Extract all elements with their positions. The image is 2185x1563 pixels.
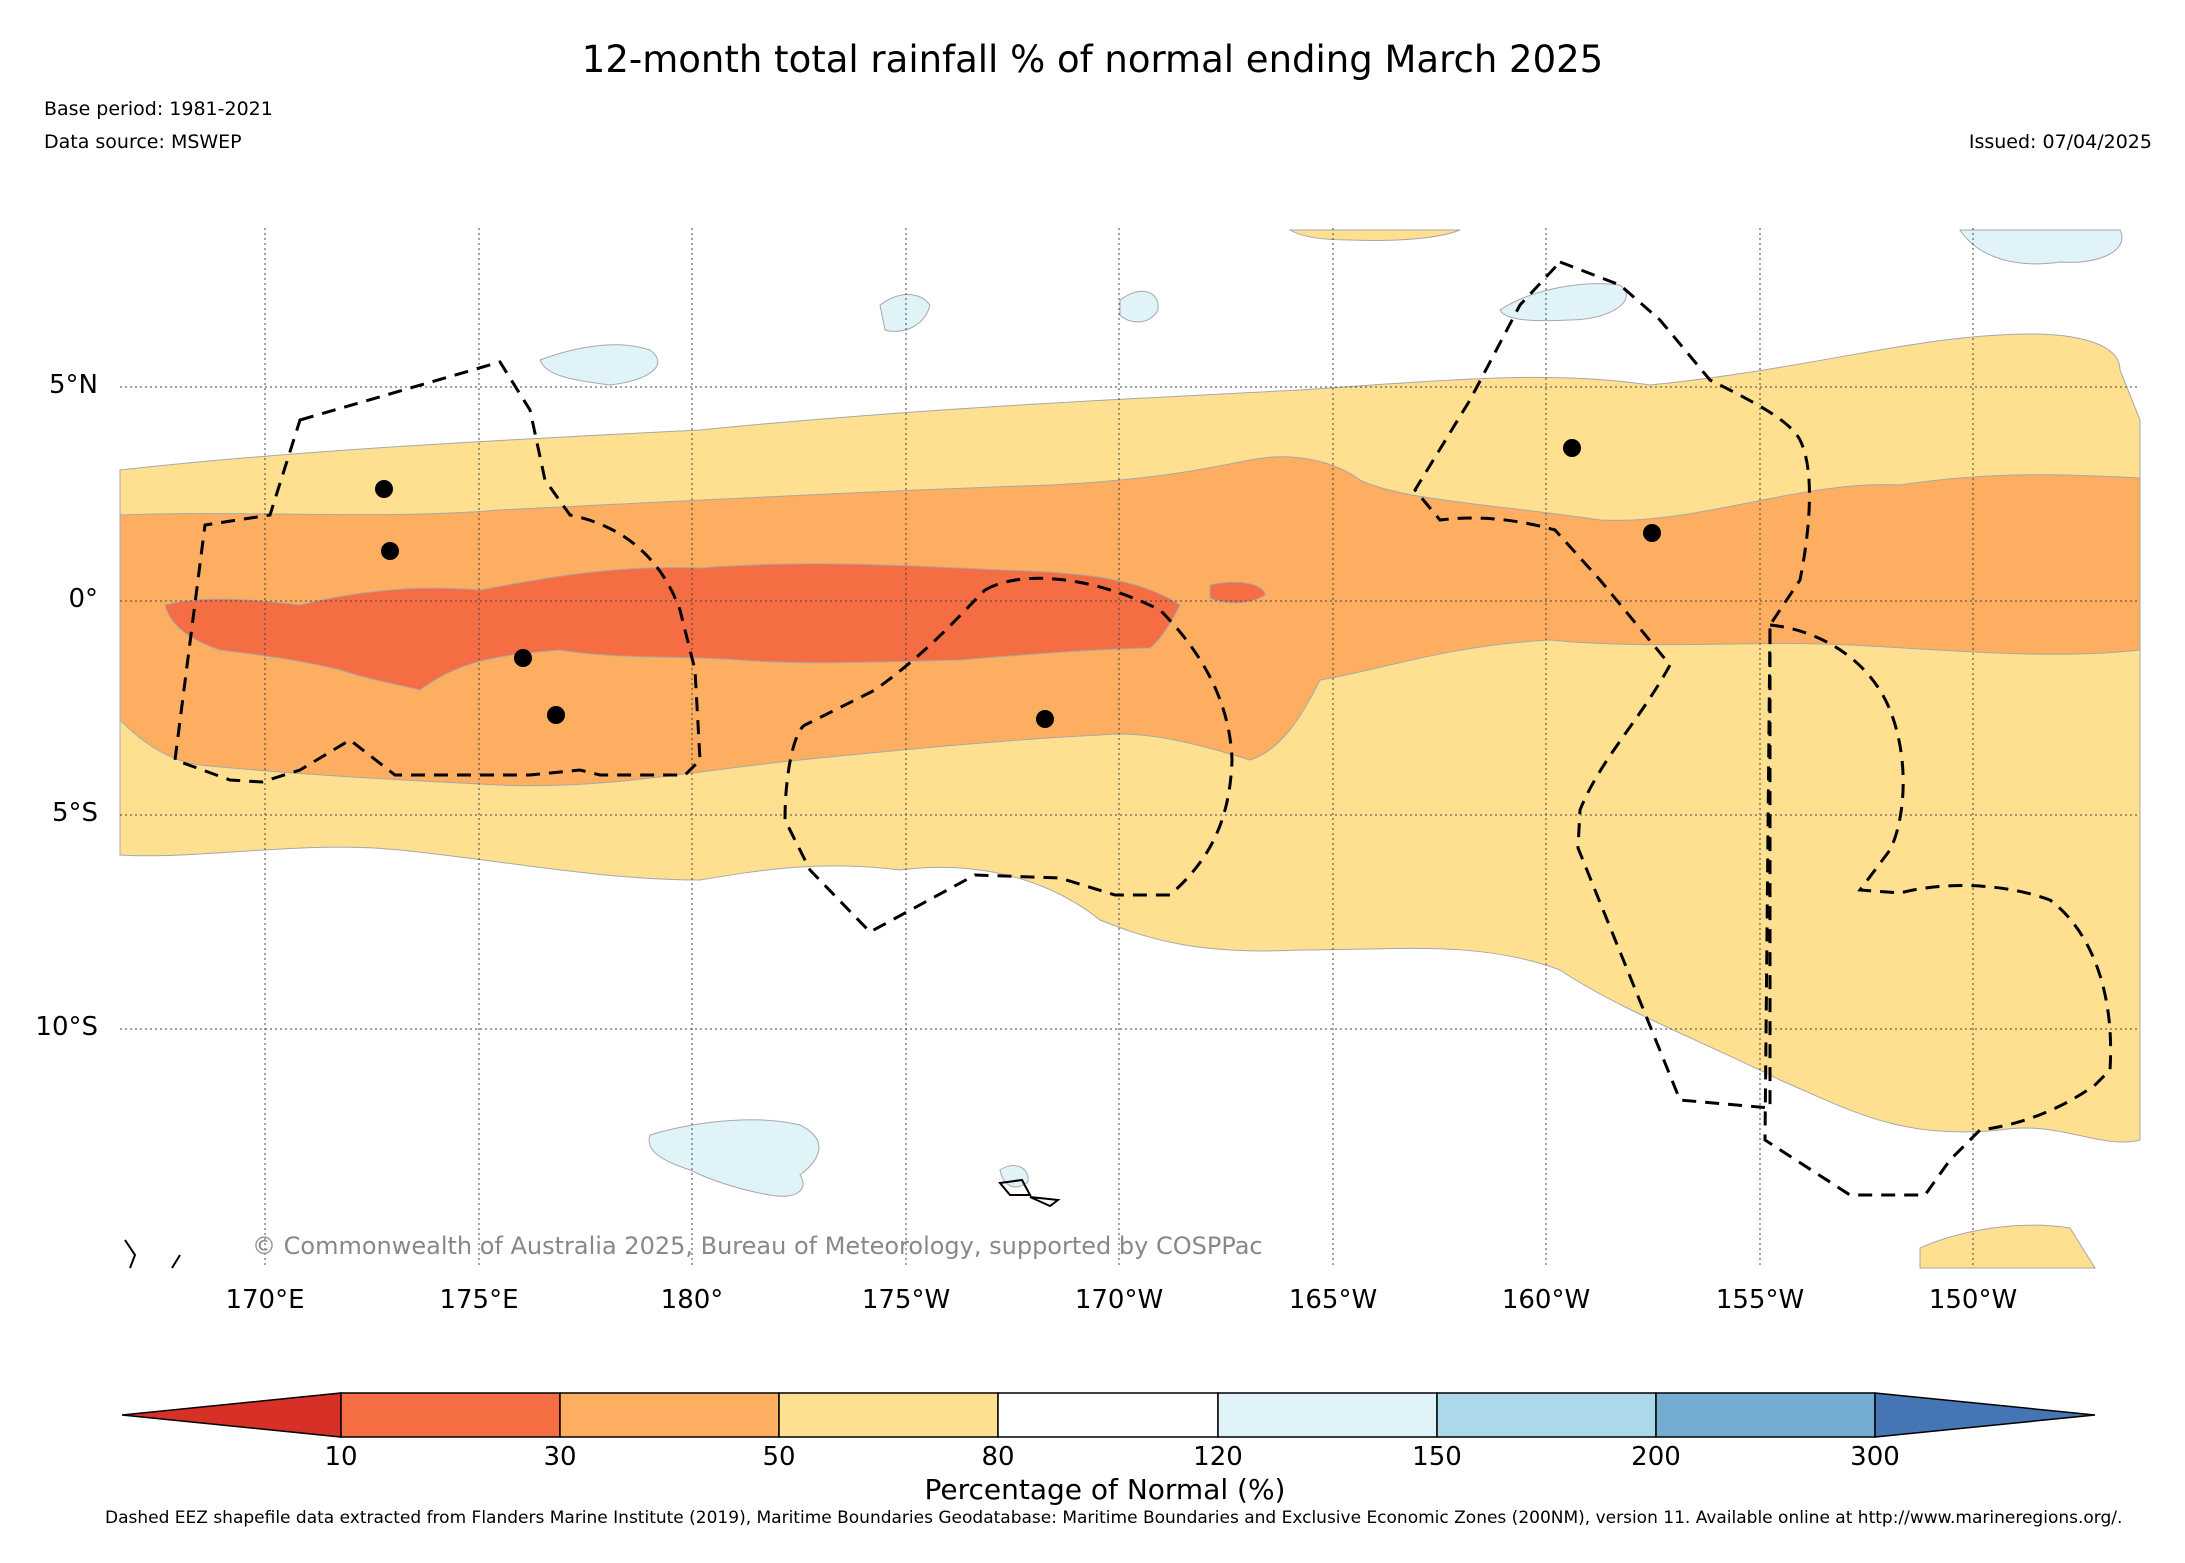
eez-boundary-tokelau xyxy=(783,576,1234,934)
lat-label: 5°S xyxy=(51,798,98,828)
colorbar-segment-120-150 xyxy=(1217,1392,1438,1438)
issued-date: Issued: 07/04/2025 xyxy=(1968,131,2152,153)
map-panel xyxy=(119,228,2141,1269)
data-source-text: Data source: MSWEP xyxy=(44,131,242,153)
lat-label: 5°N xyxy=(49,370,98,400)
rainfall-wet-patch xyxy=(1499,283,1627,322)
rainfall-wet-patch xyxy=(1119,290,1159,323)
colorbar-tick-label: 50 xyxy=(762,1442,796,1472)
lon-label: 155°W xyxy=(1715,1285,1805,1315)
eez-boundary-kiribati-line xyxy=(1413,260,1811,1110)
island-markers xyxy=(375,439,1661,728)
colorbar-tick-label: 120 xyxy=(1193,1442,1243,1472)
colorbar-segment-10-30 xyxy=(340,1392,561,1438)
eez-boundary-kiribati-gilberts xyxy=(173,360,702,784)
eez-boundaries xyxy=(173,260,2113,1197)
map-title: 12-month total rainfall % of normal endi… xyxy=(581,38,1604,81)
colorbar xyxy=(121,1392,2096,1438)
colorbar-segment-200-300 xyxy=(1655,1392,1876,1438)
colorbar-segment-below-10 xyxy=(121,1392,342,1438)
island-marker xyxy=(1036,710,1054,728)
colorbar-segment-80-120 xyxy=(997,1392,1219,1438)
lon-label: 160°W xyxy=(1501,1285,1591,1315)
colorbar-segment-50-80 xyxy=(778,1392,999,1438)
copyright-notice: © Commonwealth of Australia 2025, Bureau… xyxy=(252,1232,1263,1260)
island-marker xyxy=(547,706,565,724)
rainfall-band-50-80 xyxy=(1919,1224,2096,1269)
colorbar-tick-label: 150 xyxy=(1412,1442,1462,1472)
rainfall-band-10-30 xyxy=(164,563,1181,691)
lon-label: 175°W xyxy=(861,1285,951,1315)
lon-label: 170°E xyxy=(225,1285,305,1315)
island-marker xyxy=(514,649,532,667)
graticule xyxy=(120,228,2140,1268)
island-marker xyxy=(375,480,393,498)
island-marker xyxy=(1563,439,1581,457)
island-marker xyxy=(381,542,399,560)
lon-label: 165°W xyxy=(1288,1285,1378,1315)
colorbar-tick-label: 80 xyxy=(981,1442,1015,1472)
colorbar-tick-label: 30 xyxy=(543,1442,577,1472)
island-marker xyxy=(1643,524,1661,542)
eez-boundary-cook-islands xyxy=(1763,623,2113,1197)
lon-label: 150°W xyxy=(1928,1285,2018,1315)
colorbar-tick-label: 10 xyxy=(324,1442,358,1472)
rainfall-wet-patch xyxy=(648,1119,820,1197)
rainfall-wet-patch xyxy=(539,344,659,386)
lat-label: 0° xyxy=(68,584,98,614)
island-outlines xyxy=(124,1178,1061,1269)
footnote: Dashed EEZ shapefile data extracted from… xyxy=(105,1508,2123,1528)
lon-label: 175°E xyxy=(439,1285,519,1315)
rainfall-wet-patch xyxy=(879,294,931,332)
colorbar-title: Percentage of Normal (%) xyxy=(924,1473,1286,1506)
rainfall-wet-patch xyxy=(1959,229,2123,265)
colorbar-tick-label: 200 xyxy=(1631,1442,1681,1472)
lon-label: 170°W xyxy=(1074,1285,1164,1315)
colorbar-tick-label: 300 xyxy=(1850,1442,1900,1472)
colorbar-segment-above-300 xyxy=(1874,1392,2096,1438)
lon-label: 180° xyxy=(660,1285,724,1315)
rainfall-band-50-80 xyxy=(1288,229,1461,242)
base-period-text: Base period: 1981-2021 xyxy=(44,98,273,120)
colorbar-segment-150-200 xyxy=(1436,1392,1657,1438)
lat-label: 10°S xyxy=(35,1012,98,1042)
colorbar-segment-30-50 xyxy=(559,1392,780,1438)
